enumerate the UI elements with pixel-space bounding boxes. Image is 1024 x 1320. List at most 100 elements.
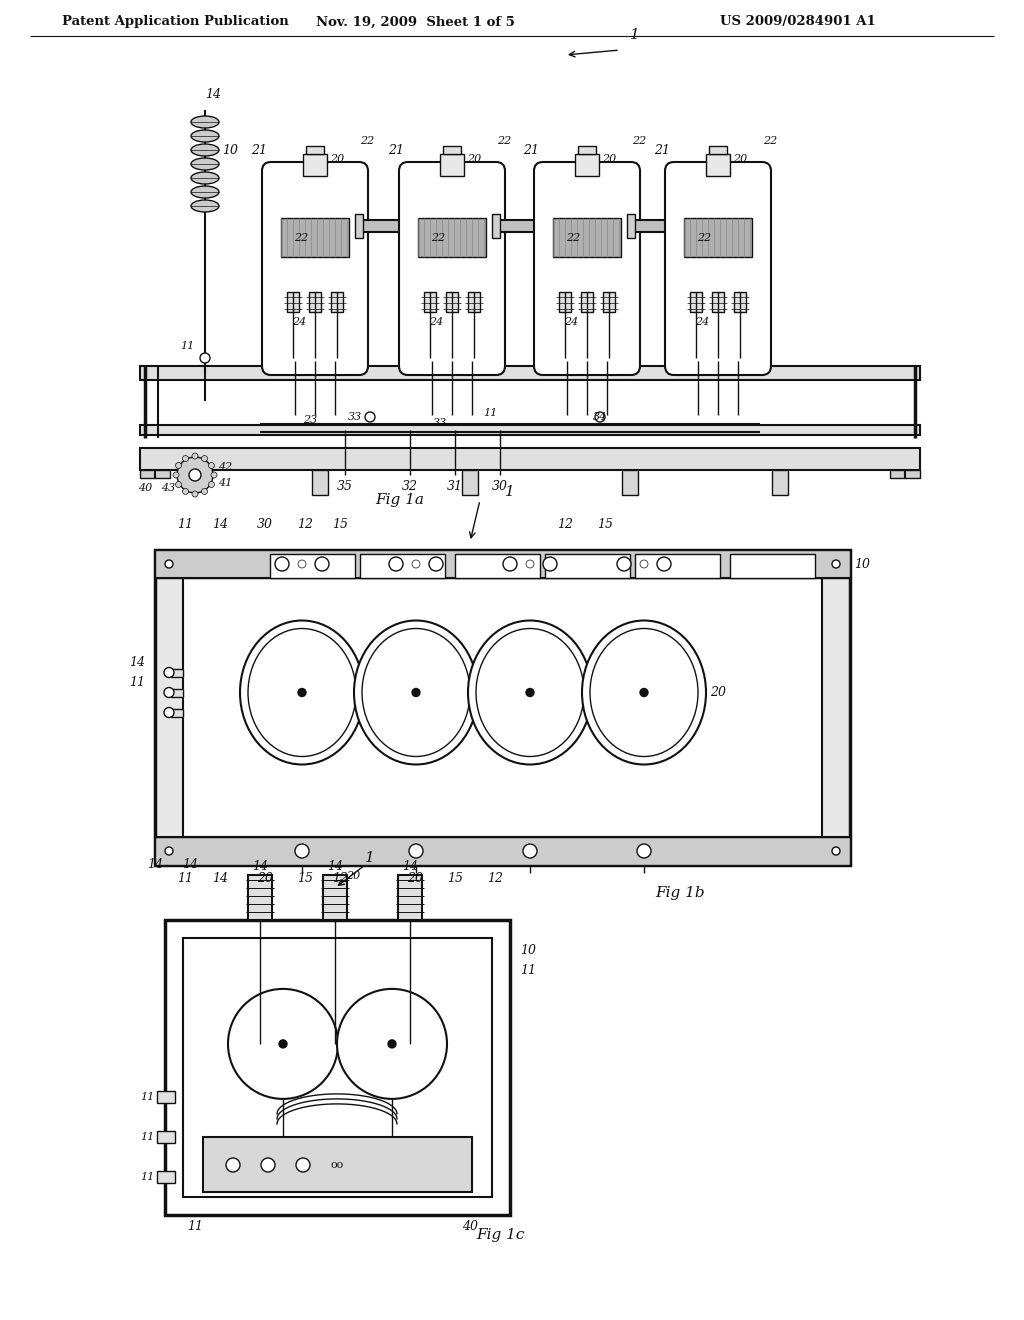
Text: 40: 40 (138, 483, 153, 492)
Circle shape (296, 1158, 310, 1172)
Circle shape (173, 473, 179, 478)
Text: 10: 10 (222, 144, 238, 157)
Bar (404, 214, 412, 238)
Bar (183, 578, 822, 837)
Text: 11: 11 (140, 1092, 155, 1102)
Ellipse shape (191, 129, 219, 143)
Text: 1: 1 (630, 28, 640, 42)
Text: 11: 11 (140, 1172, 155, 1181)
Text: 20: 20 (710, 686, 726, 700)
Bar (157, 1092, 175, 1104)
Text: 41: 41 (218, 478, 232, 488)
Text: 1: 1 (505, 484, 515, 499)
Bar (690, 292, 702, 312)
Text: 10: 10 (520, 944, 536, 957)
Bar (684, 218, 752, 257)
Text: 11: 11 (177, 873, 193, 886)
Text: 22: 22 (431, 234, 445, 243)
Text: 33: 33 (433, 418, 447, 428)
Ellipse shape (468, 620, 592, 764)
Circle shape (831, 847, 840, 855)
Text: 24: 24 (564, 317, 579, 327)
Bar (559, 292, 571, 312)
Text: 33: 33 (348, 412, 362, 422)
Bar (578, 147, 596, 154)
Circle shape (412, 689, 420, 697)
Bar (140, 447, 920, 470)
Text: Fig 1b: Fig 1b (655, 886, 705, 900)
Text: 14: 14 (129, 656, 145, 669)
Text: 20: 20 (602, 154, 616, 164)
Bar (287, 292, 299, 312)
Bar (171, 689, 183, 697)
Text: 31: 31 (447, 480, 463, 494)
Text: 24: 24 (695, 317, 710, 327)
Text: 12: 12 (557, 517, 573, 531)
Bar (270, 554, 355, 578)
Text: 11: 11 (140, 1133, 155, 1142)
Text: 15: 15 (447, 873, 463, 886)
Bar (772, 470, 788, 495)
Text: 15: 15 (332, 517, 348, 531)
Bar (890, 470, 920, 478)
Bar (635, 554, 720, 578)
Text: 10: 10 (854, 558, 870, 572)
Text: 20: 20 (257, 873, 273, 886)
Bar (622, 470, 638, 495)
Bar (155, 550, 850, 865)
Circle shape (164, 688, 174, 697)
Circle shape (315, 557, 329, 572)
Text: 21: 21 (251, 144, 267, 157)
FancyBboxPatch shape (665, 162, 771, 375)
Text: 20: 20 (407, 873, 423, 886)
Bar (494, 220, 589, 232)
Text: 15: 15 (597, 517, 613, 531)
Bar (627, 214, 635, 238)
Bar (312, 470, 328, 495)
Ellipse shape (191, 158, 219, 170)
Ellipse shape (191, 186, 219, 198)
Text: 42: 42 (218, 462, 232, 473)
Text: 20: 20 (330, 154, 344, 164)
Ellipse shape (362, 628, 470, 756)
Text: 20: 20 (346, 871, 360, 880)
FancyBboxPatch shape (534, 162, 640, 375)
Text: 24: 24 (292, 317, 306, 327)
Bar (281, 218, 349, 257)
Bar (157, 1131, 175, 1143)
Text: 14: 14 (212, 873, 228, 886)
Text: 22: 22 (497, 136, 511, 147)
Bar (455, 554, 540, 578)
Circle shape (526, 560, 534, 568)
Circle shape (337, 989, 447, 1098)
Ellipse shape (191, 201, 219, 213)
Bar (140, 470, 170, 478)
Circle shape (595, 412, 605, 422)
Text: 22: 22 (566, 234, 581, 243)
Text: 34: 34 (593, 412, 607, 422)
Text: 35: 35 (337, 480, 353, 494)
Bar (424, 292, 436, 312)
Text: 14: 14 (252, 859, 268, 873)
Ellipse shape (476, 628, 584, 756)
Circle shape (526, 689, 534, 697)
Bar (309, 292, 321, 312)
Circle shape (617, 557, 631, 572)
Circle shape (182, 455, 188, 462)
Circle shape (298, 689, 306, 697)
Circle shape (164, 668, 174, 677)
Text: 22: 22 (632, 136, 646, 147)
Bar (575, 154, 599, 176)
Bar (670, 214, 678, 238)
Text: 15: 15 (297, 873, 313, 886)
Text: 21: 21 (654, 144, 670, 157)
Bar (468, 292, 480, 312)
Bar (629, 220, 720, 232)
Text: 12: 12 (297, 517, 313, 531)
Text: 11: 11 (187, 1221, 203, 1233)
Bar (155, 837, 850, 865)
Circle shape (365, 412, 375, 422)
Text: oo: oo (331, 1160, 344, 1170)
Text: 20: 20 (467, 154, 481, 164)
Text: 14: 14 (147, 858, 163, 871)
